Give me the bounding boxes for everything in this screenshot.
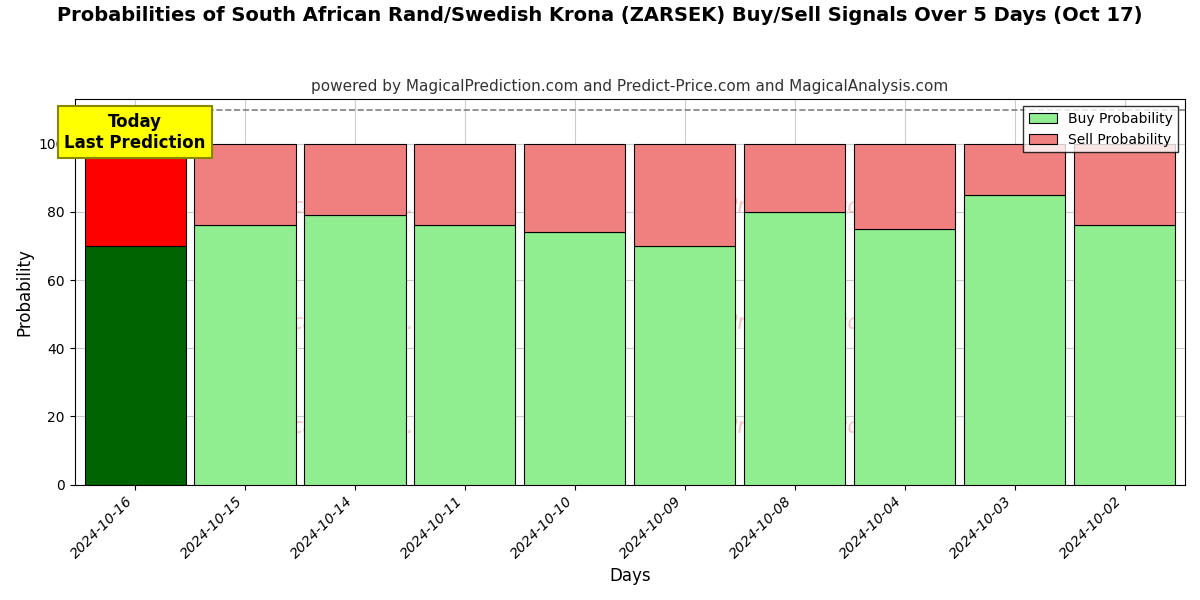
Bar bbox=[194, 143, 295, 226]
Bar bbox=[854, 229, 955, 485]
X-axis label: Days: Days bbox=[610, 567, 650, 585]
Bar bbox=[635, 246, 736, 485]
Bar bbox=[84, 246, 186, 485]
Text: MagicalPrediction.com: MagicalPrediction.com bbox=[646, 417, 881, 437]
Y-axis label: Probability: Probability bbox=[16, 248, 34, 336]
Bar bbox=[194, 226, 295, 485]
Bar bbox=[84, 143, 186, 246]
Text: calAnalysis.com: calAnalysis.com bbox=[290, 313, 458, 333]
Legend: Buy Probability, Sell Probability: Buy Probability, Sell Probability bbox=[1024, 106, 1178, 152]
Text: Today
Last Prediction: Today Last Prediction bbox=[65, 113, 206, 152]
Text: Probabilities of South African Rand/Swedish Krona (ZARSEK) Buy/Sell Signals Over: Probabilities of South African Rand/Swed… bbox=[58, 6, 1142, 25]
Title: powered by MagicalPrediction.com and Predict-Price.com and MagicalAnalysis.com: powered by MagicalPrediction.com and Pre… bbox=[311, 79, 948, 94]
Text: calAnalysis.com: calAnalysis.com bbox=[290, 417, 458, 437]
Bar bbox=[964, 195, 1066, 485]
Text: calAnalysis.com: calAnalysis.com bbox=[290, 197, 458, 217]
Bar bbox=[524, 143, 625, 232]
Bar bbox=[744, 143, 845, 212]
Bar bbox=[414, 143, 516, 226]
Bar bbox=[414, 226, 516, 485]
Bar bbox=[524, 232, 625, 485]
Bar bbox=[635, 143, 736, 246]
Bar bbox=[1074, 143, 1175, 226]
Text: MagicalPrediction.com: MagicalPrediction.com bbox=[646, 313, 881, 333]
Bar bbox=[305, 215, 406, 485]
Bar bbox=[854, 143, 955, 229]
Bar bbox=[744, 212, 845, 485]
Bar bbox=[305, 143, 406, 215]
Bar bbox=[1074, 226, 1175, 485]
Bar bbox=[964, 143, 1066, 195]
Text: MagicalPrediction.com: MagicalPrediction.com bbox=[646, 197, 881, 217]
